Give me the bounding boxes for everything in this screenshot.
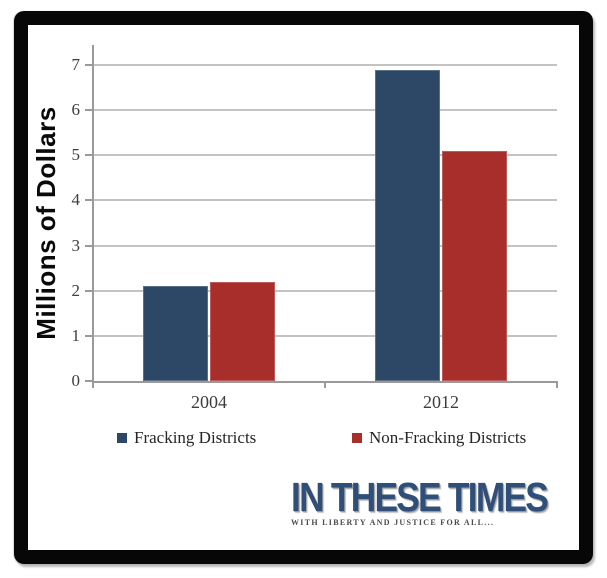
x-category-label-2012: 2012 [423, 392, 459, 412]
gridline-6 [88, 109, 557, 112]
logo-tagline: WITH LIBERTY AND JUSTICE FOR ALL... [291, 518, 495, 527]
y-tick-5 [85, 154, 93, 157]
y-tick-4 [85, 199, 93, 202]
gridline-2 [88, 289, 557, 292]
in-these-times-logo: IN THESE TIMES [291, 474, 549, 520]
y-tick-label-6: 6 [71, 100, 81, 120]
legend-marker-icon [117, 433, 127, 443]
y-tick-3 [85, 244, 93, 247]
legend-label: Fracking Districts [134, 428, 257, 447]
y-tick-7 [85, 64, 93, 66]
x-tick-0 [92, 381, 94, 388]
x-tick-1 [324, 381, 326, 388]
y-tick-label-1: 1 [71, 325, 81, 345]
y-tick-2 [85, 289, 93, 292]
y-tick-6 [85, 109, 93, 112]
x-tick-2 [556, 381, 558, 388]
bar-2004-non-fracking-districts [210, 281, 275, 381]
y-tick-1 [85, 334, 93, 337]
y-axis-line [92, 45, 94, 383]
y-tick-label-2: 2 [71, 280, 81, 300]
publisher-branding: IN THESE TIMES WITH LIBERTY AND JUSTICE … [291, 474, 581, 528]
legend-entry-non-fracking-districts: Non-Fracking Districts [352, 429, 526, 447]
bar-2012-non-fracking-districts [442, 150, 507, 381]
bar-2012-fracking-districts [375, 69, 440, 381]
x-category-label-2004: 2004 [191, 392, 227, 412]
legend-marker-icon [352, 433, 362, 443]
gridline-5 [88, 154, 557, 157]
gridline-7 [88, 64, 557, 66]
gridline-1 [88, 334, 557, 337]
bar-2004-fracking-districts [143, 286, 208, 381]
y-tick-label-0: 0 [71, 371, 81, 390]
y-tick-label-7: 7 [71, 55, 81, 74]
y-tick-0 [85, 380, 93, 382]
gridline-3 [88, 244, 557, 247]
y-tick-label-4: 4 [71, 190, 81, 210]
y-tick-label-5: 5 [71, 145, 81, 165]
gridline-4 [88, 199, 557, 202]
legend-label: Non-Fracking Districts [369, 428, 527, 447]
legend-entry-fracking-districts: Fracking Districts [117, 429, 256, 447]
y-tick-label-3: 3 [71, 235, 81, 255]
